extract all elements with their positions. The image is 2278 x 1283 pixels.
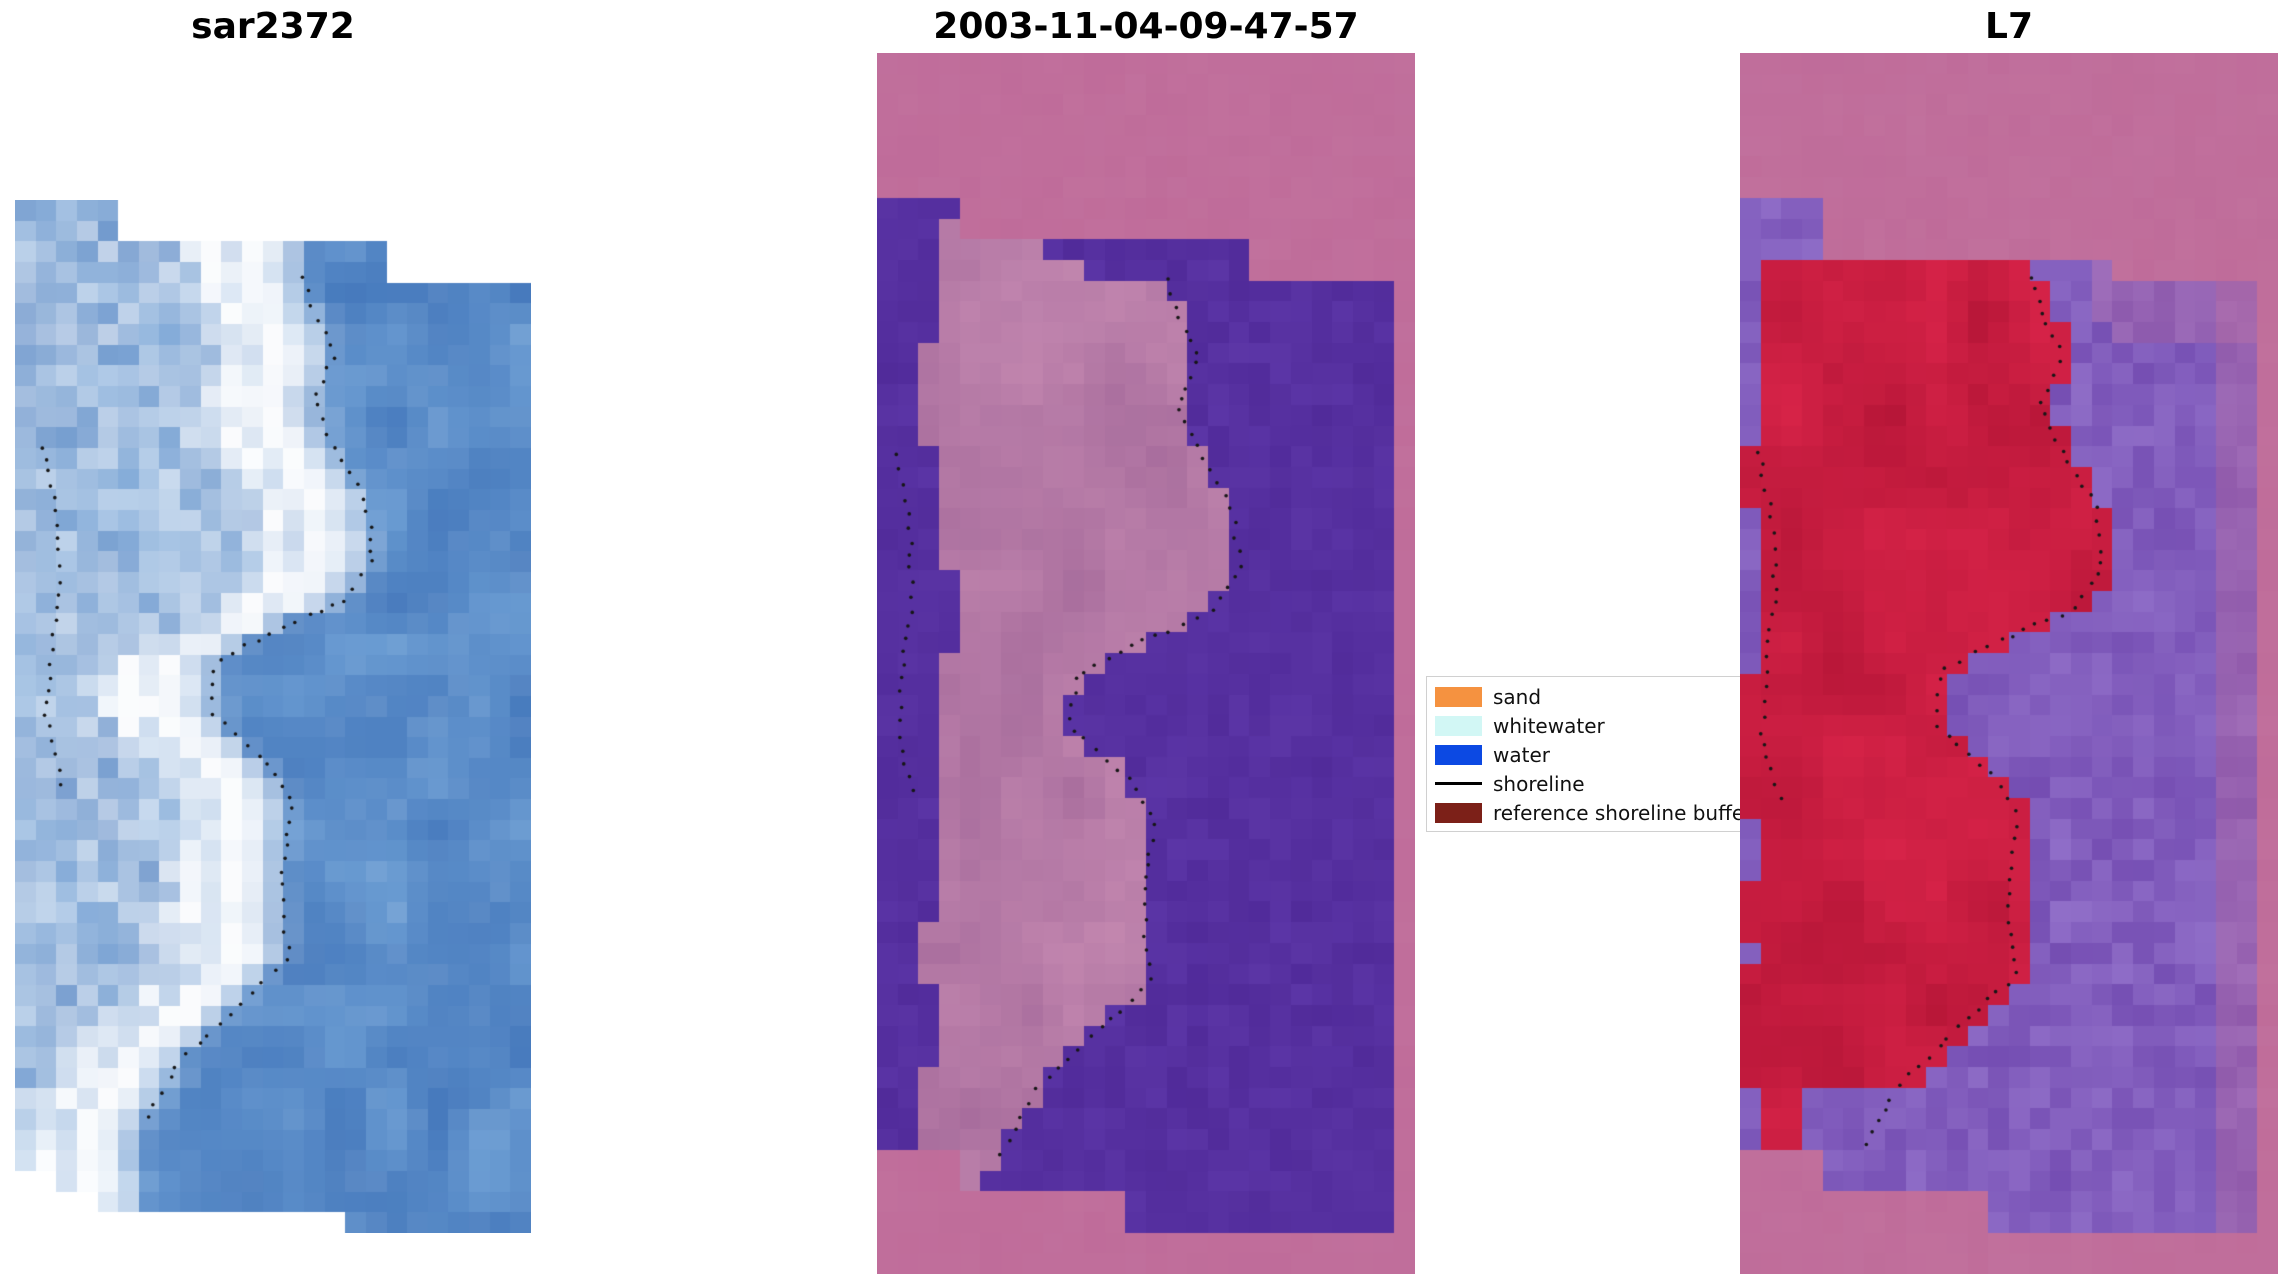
legend-item-whitewater: whitewater [1427, 711, 1877, 740]
legend-label-shoreline: shoreline [1493, 771, 1585, 796]
legend-label-sand: sand [1493, 684, 1542, 709]
legend-label-reference-buffer: reference shoreline buffer [1493, 800, 1753, 825]
classification-image [877, 53, 1415, 1274]
sand-swatch [1435, 686, 1482, 707]
legend-item-sand: sand [1427, 682, 1877, 711]
whitewater-swatch [1435, 715, 1482, 736]
panel-title-datetime: 2003-11-04-09-47-57 [933, 6, 1359, 47]
panel-title-sar: sar2372 [191, 6, 355, 47]
shoreline-line-swatch [1435, 782, 1482, 785]
panel-title-l7: L7 [1985, 6, 2033, 47]
sar-image [15, 200, 531, 1233]
legend-label-whitewater: whitewater [1493, 713, 1605, 738]
legend-item-water: water [1427, 740, 1877, 769]
reference-buffer-swatch [1435, 802, 1482, 823]
legend-item-shoreline: shoreline [1427, 769, 1877, 798]
legend-item-reference-buffer: reference shoreline buffer [1427, 798, 1877, 827]
water-swatch [1435, 744, 1482, 765]
legend-label-water: water [1493, 742, 1550, 767]
l7-image [1740, 53, 2278, 1274]
